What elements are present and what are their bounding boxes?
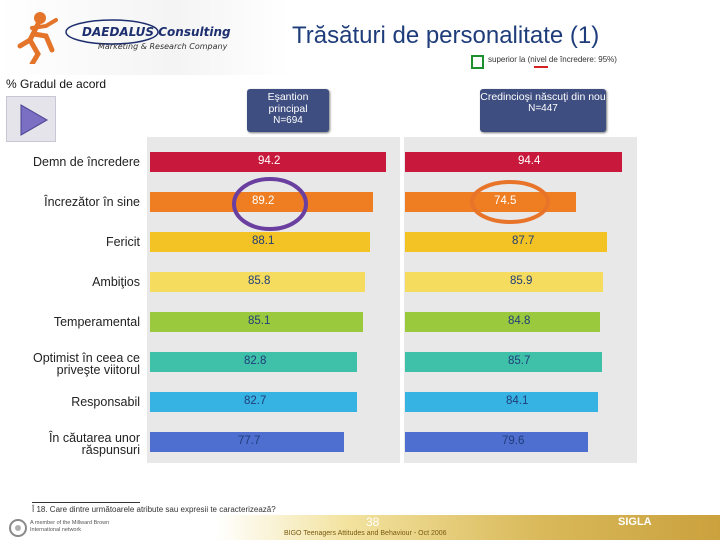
series-sample: N=447	[528, 103, 558, 114]
data-label: 84.1	[506, 395, 529, 407]
bar	[405, 152, 623, 172]
data-label: 89.2	[252, 195, 275, 207]
runner-logo-icon	[17, 12, 159, 67]
bar	[405, 432, 589, 452]
data-label: 85.1	[248, 315, 271, 327]
bar	[150, 352, 357, 372]
highlight-circle-bornagain	[470, 180, 550, 224]
category-label: Fericit	[105, 235, 140, 249]
data-label: 88.1	[252, 235, 275, 247]
data-label: 85.9	[510, 275, 533, 287]
bar	[405, 352, 603, 372]
bar	[150, 232, 371, 252]
study-name: BIGO Teenagers Attitudes and Behaviour -…	[284, 530, 447, 537]
bar	[405, 232, 607, 252]
data-label: 94.4	[518, 155, 541, 167]
page-title: Trăsături de personalitate (1)	[292, 22, 600, 49]
data-label: 85.7	[508, 355, 531, 367]
series-name: Credincioşi născuţi din nou	[480, 91, 606, 103]
series-header-main: Eşantion principal N=694	[247, 89, 329, 132]
bar	[150, 432, 345, 452]
data-label: 77.7	[238, 435, 261, 447]
category-label: Temperamental	[53, 315, 140, 329]
play-button[interactable]	[6, 96, 56, 142]
bar	[405, 312, 601, 332]
bar	[405, 192, 577, 212]
data-label: 87.7	[512, 235, 535, 247]
bar	[150, 312, 363, 332]
series-name: Eşantion principal	[267, 91, 309, 115]
significance-note: superior la (nivel de încredere: 95%)	[488, 55, 617, 64]
highlight-circle-main	[232, 177, 308, 231]
measure-label: % Gradul de acord	[6, 77, 107, 91]
bar	[405, 392, 599, 412]
series-sample: N=694	[273, 115, 303, 126]
data-label: 82.7	[244, 395, 267, 407]
bar	[150, 152, 386, 172]
play-triangle-icon	[20, 104, 49, 136]
category-label: Responsabil	[71, 395, 140, 409]
category-label: Demn de încredere	[32, 155, 140, 169]
bar	[150, 392, 357, 412]
brand-tagline: Marketing & Research Company	[98, 42, 228, 51]
series-header-bornagain: Credincioşi născuţi din nou N=447	[480, 89, 606, 132]
data-label: 82.8	[244, 355, 267, 367]
bar	[405, 272, 603, 292]
network-logo-icon	[9, 519, 27, 537]
green-square-icon	[471, 55, 484, 69]
category-label: În căutarea unor răspunsuri	[48, 431, 140, 457]
brand-name: DAEDALUS Consulting	[82, 25, 231, 39]
category-label: Ambiţios	[92, 275, 140, 289]
data-label: 74.5	[494, 195, 517, 207]
category-label: Optimist în ceea ce priveşte viitorul	[33, 351, 140, 377]
data-label: 79.6	[502, 435, 525, 447]
footer-brand: SIGLA	[618, 516, 652, 528]
bar	[150, 272, 365, 292]
footnote: Î 18. Care dintre următoarele atribute s…	[32, 505, 276, 514]
page-number: 38	[366, 515, 380, 529]
data-label: 84.8	[508, 315, 531, 327]
footer-band	[0, 515, 720, 540]
company-logo: DAEDALUS Consulting Marketing & Research…	[12, 6, 242, 67]
bar	[150, 192, 373, 212]
category-label: Încrezător în sine	[44, 195, 140, 209]
significance-mark	[534, 66, 548, 68]
data-label: 94.2	[258, 155, 281, 167]
footnote-rule	[32, 502, 140, 503]
data-label: 85.8	[248, 275, 271, 287]
network-text: A member of the Millward Brown Internati…	[30, 520, 110, 533]
